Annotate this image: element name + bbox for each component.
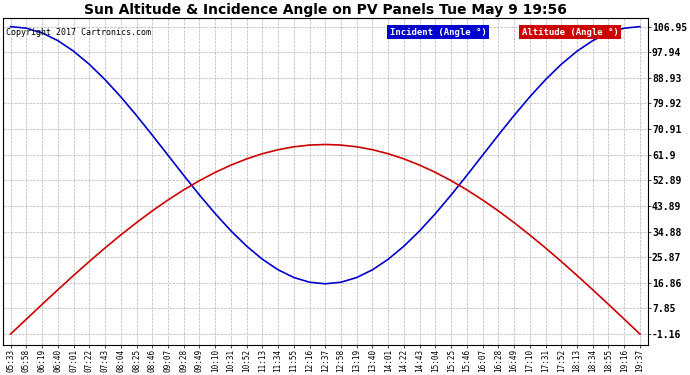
- Text: Copyright 2017 Cartronics.com: Copyright 2017 Cartronics.com: [6, 28, 151, 37]
- Text: Altitude (Angle °): Altitude (Angle °): [522, 28, 619, 37]
- Title: Sun Altitude & Incidence Angle on PV Panels Tue May 9 19:56: Sun Altitude & Incidence Angle on PV Pan…: [84, 3, 566, 17]
- Text: Incident (Angle °): Incident (Angle °): [390, 28, 486, 37]
